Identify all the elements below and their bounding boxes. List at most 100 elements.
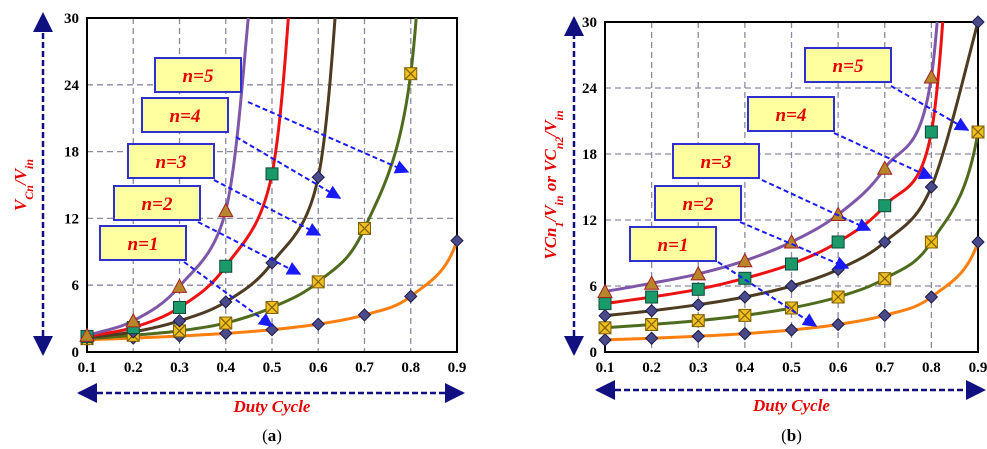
data-point-marker <box>597 283 613 298</box>
caption-paren: ( <box>262 426 268 445</box>
data-point-marker <box>690 265 707 281</box>
y-tick-label: 18 <box>582 147 597 163</box>
series-label: n=4 <box>170 106 201 127</box>
data-point-marker <box>311 317 325 331</box>
x-tick-label: 0.3 <box>170 360 189 376</box>
y-axis-label: VCn/Vin <box>11 159 36 211</box>
data-point-marker <box>785 257 798 271</box>
x-tick-label: 0.9 <box>969 360 987 376</box>
x-tick-label: 0.4 <box>736 360 755 376</box>
data-point-marker <box>644 331 659 345</box>
data-point-marker-cross <box>924 235 938 249</box>
y-axis-label-part: 1 <box>552 222 566 228</box>
series-label-box <box>154 57 242 93</box>
series-label-box <box>747 96 835 132</box>
data-point-marker <box>737 252 753 268</box>
data-point-marker <box>219 295 233 309</box>
data-point-marker-cross <box>691 314 705 328</box>
data-point-marker <box>172 314 187 328</box>
x-tick-label: 0.8 <box>401 360 420 376</box>
y-tick-label: 30 <box>64 11 79 27</box>
data-point-marker <box>265 256 279 270</box>
caption-letter: b <box>787 426 796 445</box>
plot-frame <box>86 17 458 353</box>
x-tick-label: 0.2 <box>124 360 143 376</box>
data-point-marker <box>971 15 985 29</box>
x-tick-label: 0.3 <box>689 360 708 376</box>
data-point-marker <box>644 304 659 318</box>
series-label-arrow <box>833 132 934 180</box>
y-tick-label: 12 <box>64 211 79 227</box>
data-point-marker <box>784 323 799 337</box>
chart-panel-b: 0.1 0.2 0.3 0.4 0.5 0.6 0.7 0.8 0.9 0 6 12 18 24 30 n=5… <box>541 15 987 445</box>
data-point-marker <box>171 278 188 293</box>
data-point-marker <box>311 170 325 184</box>
data-point-marker <box>738 271 752 285</box>
data-point-marker <box>924 180 939 194</box>
data-point-marker <box>265 167 279 181</box>
data-point-marker <box>219 326 233 341</box>
data-point-marker <box>876 160 893 175</box>
data-point-marker-cross <box>598 321 612 335</box>
panel-caption: (a) <box>262 426 282 445</box>
data-point-marker-cross <box>311 275 325 289</box>
series-label-box <box>629 226 717 262</box>
data-point-marker <box>643 275 660 290</box>
y-axis-label-part: Cn <box>22 185 36 200</box>
series-label: n=4 <box>776 105 807 126</box>
series-label: n=2 <box>683 194 714 215</box>
caption-letter: a <box>268 426 277 445</box>
data-point-marker <box>924 125 938 139</box>
y-tick-label: 6 <box>72 278 80 294</box>
data-point-marker <box>598 308 612 323</box>
y-axis-label-part: in <box>22 159 36 169</box>
x-tick-label: 0.7 <box>355 360 374 376</box>
data-point-marker <box>924 290 939 304</box>
series-label: n=3 <box>156 152 187 173</box>
data-point-marker <box>645 290 659 304</box>
caption-paren: ) <box>276 426 282 445</box>
x-tick-label: 0.9 <box>448 360 467 376</box>
series-label-box <box>804 47 892 83</box>
y-axis-label-part: or VC <box>541 148 560 195</box>
data-point-marker <box>79 327 95 342</box>
x-tick-label: 0.1 <box>78 360 97 376</box>
data-point-marker <box>217 202 234 218</box>
series-label: n=2 <box>142 194 173 215</box>
data-point-marker <box>831 235 845 249</box>
data-point-marker <box>878 199 892 213</box>
x-tick-label: 0.6 <box>309 360 328 376</box>
y-axis-label-part: n2 <box>552 136 566 149</box>
data-point-marker <box>450 233 464 248</box>
y-tick-label: 12 <box>582 213 597 229</box>
data-point-marker-cross <box>645 318 659 331</box>
data-point-marker <box>878 235 892 249</box>
data-point-marker <box>691 282 705 296</box>
x-tick-label: 0.5 <box>263 360 282 376</box>
data-point-marker-cross <box>219 316 233 330</box>
data-point-marker-cross <box>878 272 892 286</box>
series-label-arrow <box>183 261 274 327</box>
y-axis-label-part: /V <box>541 119 560 139</box>
data-point-marker-cross <box>358 221 371 235</box>
y-axis-label-part: /V <box>541 204 560 224</box>
data-point-marker <box>738 290 752 304</box>
series-label-box <box>127 143 215 179</box>
chart-panel-a: 0.1 0.2 0.3 0.4 0.5 0.6 0.7 0.8 0.9 0 6 12 18 24 30 n=5… <box>11 11 467 445</box>
data-point-marker <box>831 262 845 277</box>
y-tick-label: 24 <box>64 78 80 94</box>
y-axis-label-part: in <box>552 110 566 120</box>
data-point-marker <box>404 289 418 304</box>
data-point-marker <box>878 308 892 323</box>
x-tick-label: 0.1 <box>596 360 615 376</box>
data-point-marker-cross <box>265 301 279 314</box>
data-point-marker <box>219 259 233 273</box>
series-label-box <box>99 225 187 261</box>
series-label-box <box>654 185 742 221</box>
data-point-marker <box>173 300 186 314</box>
data-point-marker <box>784 279 799 293</box>
y-tick-label: 6 <box>590 279 598 295</box>
series-label: n=1 <box>128 234 159 255</box>
data-point-marker <box>125 312 142 328</box>
